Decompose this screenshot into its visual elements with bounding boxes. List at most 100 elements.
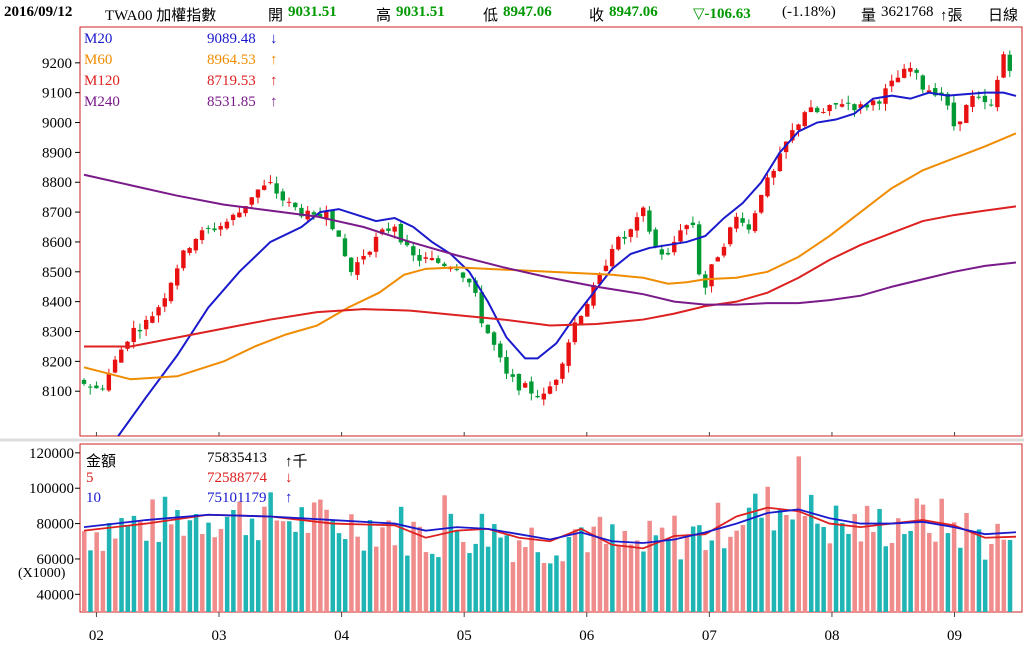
candle-body <box>939 92 944 95</box>
volume-bar <box>982 559 988 612</box>
candle-body <box>796 124 801 131</box>
volume-bar <box>877 508 882 612</box>
candle-body <box>498 343 503 358</box>
legend-value: 72588774 <box>207 470 267 486</box>
candle-body <box>877 101 882 104</box>
volume-bar <box>249 518 255 612</box>
x-tick-label: 03 <box>212 628 227 644</box>
volume-bar <box>448 513 454 612</box>
volume-bar <box>374 546 379 612</box>
volume-bar <box>305 532 311 612</box>
volume-bar <box>765 486 770 612</box>
volume-label: 量 <box>861 8 877 24</box>
volume-bar <box>964 512 969 612</box>
arrow-up-icon: ↑ <box>270 94 278 110</box>
candle-body <box>181 250 186 269</box>
candle-body <box>1007 54 1012 71</box>
legend-name: M240 <box>84 94 120 110</box>
candle-body <box>348 257 354 273</box>
candle-body <box>715 257 720 262</box>
volume-bar <box>423 552 429 612</box>
legend-m120: M120 8719.53 ↑ <box>84 73 284 94</box>
volume-bar <box>703 550 708 612</box>
arrow-down-icon: ↓ <box>270 31 278 47</box>
volume-bar <box>144 540 149 612</box>
candle-body <box>547 386 553 394</box>
volume-bar <box>82 531 87 612</box>
candle-body <box>131 327 136 343</box>
volume-bar <box>168 524 174 612</box>
arrow-up-icon: ↑ <box>270 52 278 68</box>
y-tick-label: 8800 <box>42 175 72 191</box>
y-tick-label: 9200 <box>42 56 72 72</box>
candle-body <box>690 222 696 226</box>
volume-bar <box>920 504 926 612</box>
legend-value: 8531.85 <box>207 94 256 110</box>
candle-body <box>560 363 565 379</box>
volume-bar <box>858 541 864 612</box>
volume-bar <box>579 527 584 612</box>
volume-bar <box>641 551 646 612</box>
volume-bar <box>504 535 510 612</box>
candle-body <box>1001 54 1006 78</box>
volume-bar <box>815 523 820 612</box>
candle-body <box>150 316 155 323</box>
volume-bar <box>100 550 106 612</box>
legend-value: 75835413 <box>207 450 267 466</box>
legend-value: 75101179 <box>207 490 267 506</box>
volume-bar <box>715 502 721 612</box>
candle-body <box>678 230 683 242</box>
candle-body <box>970 95 975 107</box>
candle-body <box>982 95 988 103</box>
candle-body <box>274 183 279 194</box>
volume-bar <box>137 521 143 612</box>
candle-body <box>522 383 528 388</box>
volume-bar <box>181 535 186 612</box>
volume-bar <box>417 526 423 612</box>
legend-name: M120 <box>84 73 120 89</box>
candle-body <box>510 374 515 377</box>
volume-bar <box>485 546 491 612</box>
candle-body <box>616 236 621 250</box>
volume-bar <box>367 520 373 612</box>
candle-body <box>634 217 640 231</box>
volume-bar <box>852 514 857 612</box>
candle-body <box>591 285 596 306</box>
volume-bar <box>995 523 1000 612</box>
volume-bar <box>287 521 292 612</box>
volume-unit-label: (X1000) <box>18 566 66 581</box>
candle-body <box>119 349 124 363</box>
candle-body <box>460 272 466 278</box>
candle-body <box>684 225 689 230</box>
candle-body <box>572 322 578 343</box>
volume-ma-line-5 <box>83 506 1017 550</box>
y-tick-label: 8200 <box>42 354 72 370</box>
candle-body <box>143 319 149 330</box>
volume-bar <box>262 506 267 612</box>
candle-body <box>175 268 180 286</box>
arrow-up-icon: ↑ <box>285 490 293 506</box>
volume-bar <box>796 456 802 612</box>
candle-body <box>659 249 665 255</box>
volume-bar <box>280 521 286 612</box>
candle-body <box>833 103 839 105</box>
volume-bar <box>697 525 702 612</box>
volume-bar <box>200 533 205 612</box>
legend-value: 9089.48 <box>207 31 256 47</box>
volume-bar <box>113 538 118 612</box>
arrow-up-icon: ↑ <box>270 73 278 89</box>
volume-bar <box>330 520 336 612</box>
volume-bar <box>902 534 907 612</box>
candle-body <box>473 280 478 293</box>
index-name: TWA00 加權指數 <box>105 8 217 24</box>
candle-body <box>504 357 509 374</box>
candle-body <box>392 226 397 232</box>
candle-body <box>224 221 230 229</box>
volume-bar <box>976 529 982 612</box>
quote-header: 2016/09/12 TWA00 加權指數 開 9031.51 高 9031.5… <box>0 0 1024 26</box>
volume-bar <box>560 561 565 612</box>
candle-body <box>957 121 963 125</box>
candle-body <box>268 182 273 184</box>
candle-body <box>249 197 254 205</box>
volume-bar <box>349 514 354 612</box>
